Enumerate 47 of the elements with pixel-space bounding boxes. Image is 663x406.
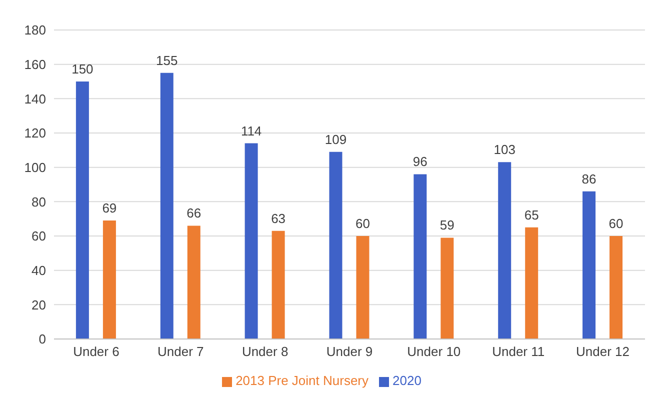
bar (414, 174, 427, 339)
data-label: 103 (494, 142, 516, 158)
bar (356, 236, 370, 339)
bar (76, 82, 89, 339)
y-tick-label: 40 (32, 262, 46, 278)
x-tick-label: Under 6 (73, 344, 120, 360)
y-tick-label: 180 (24, 22, 46, 38)
data-label: 63 (271, 210, 286, 226)
data-label: 96 (412, 154, 428, 170)
x-tick-label: Under 10 (407, 344, 461, 360)
bar (610, 236, 623, 339)
data-label: 60 (356, 216, 370, 231)
x-tick-label: Under 8 (242, 344, 288, 360)
bar (160, 72, 174, 339)
y-tick-label: 120 (24, 126, 46, 141)
x-tick-label: Under 9 (326, 344, 373, 360)
x-tick-label: Under 11 (492, 344, 545, 360)
bar (187, 226, 200, 339)
bar (498, 162, 512, 339)
y-tick-label: 60 (32, 228, 46, 244)
x-tick-label: Under 7 (158, 344, 204, 360)
bar (272, 230, 285, 339)
y-tick-label: 20 (32, 297, 46, 312)
data-label: 65 (524, 207, 539, 222)
bar (329, 152, 342, 339)
y-tick-label: 100 (24, 160, 46, 175)
legend-label: 2013 Pre Joint Nursery (236, 373, 369, 388)
legend-label: 2020 (392, 373, 422, 388)
bar (440, 238, 454, 339)
data-label: 150 (72, 62, 94, 76)
data-label: 86 (582, 171, 596, 186)
data-label: 114 (240, 123, 262, 138)
y-tick-label: 140 (24, 91, 46, 106)
data-label: 109 (324, 132, 347, 147)
data-label: 155 (156, 52, 178, 68)
y-tick-label: 0 (38, 332, 46, 347)
y-tick-label: 160 (24, 56, 46, 72)
bar (244, 143, 258, 339)
y-tick-label: 80 (32, 194, 46, 210)
bar (525, 227, 538, 339)
bar (582, 191, 596, 339)
bar (102, 220, 116, 339)
data-label: 66 (186, 206, 202, 221)
data-label: 69 (102, 200, 117, 216)
data-label: 59 (440, 218, 454, 233)
data-label: 60 (608, 216, 624, 231)
x-tick-label: Under 12 (576, 344, 630, 360)
